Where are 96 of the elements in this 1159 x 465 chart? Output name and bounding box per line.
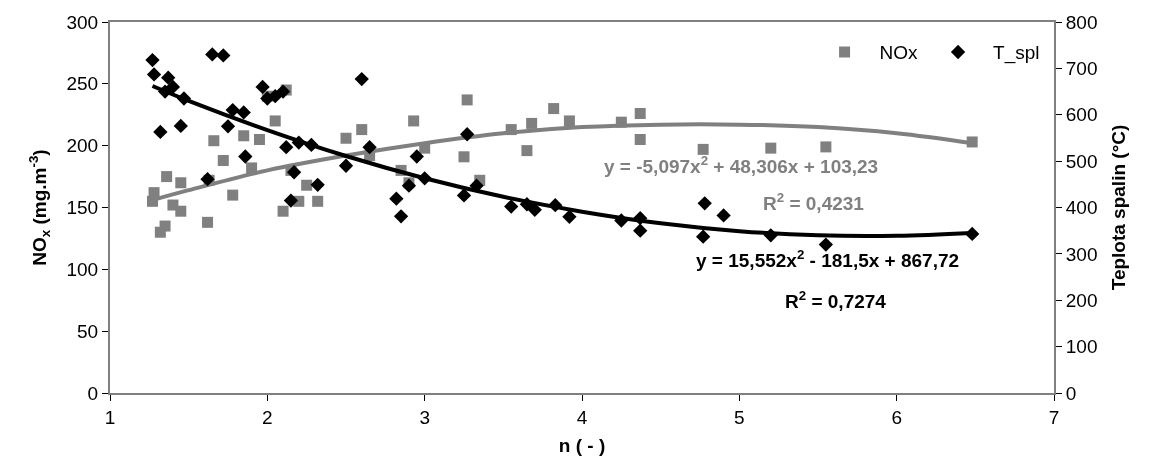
point bbox=[340, 132, 352, 144]
point bbox=[393, 209, 409, 224]
x-tick-label: 5 bbox=[734, 406, 745, 428]
y-tick-label: 150 bbox=[66, 197, 99, 219]
point bbox=[255, 79, 270, 95]
x-tick-label: 3 bbox=[419, 406, 430, 428]
point bbox=[526, 117, 538, 129]
x-tick-label: 2 bbox=[262, 406, 273, 428]
point bbox=[286, 165, 302, 180]
point bbox=[697, 143, 709, 155]
point bbox=[269, 115, 281, 127]
point bbox=[159, 220, 171, 232]
point bbox=[161, 171, 173, 183]
point bbox=[202, 216, 214, 228]
point bbox=[236, 105, 251, 120]
point bbox=[146, 67, 162, 82]
point bbox=[634, 133, 646, 145]
annotation: y = -5,097x$^{2}$ + 48,306x + 103,23 bbox=[604, 153, 879, 177]
point bbox=[563, 115, 575, 127]
y-tick-label: 300 bbox=[66, 11, 99, 33]
point bbox=[696, 229, 711, 244]
point bbox=[238, 149, 253, 164]
legend-label: T_spl bbox=[993, 42, 1040, 65]
point bbox=[310, 177, 325, 192]
point bbox=[238, 130, 250, 142]
point bbox=[312, 195, 324, 207]
y2-tick-label: 100 bbox=[1065, 336, 1098, 358]
point bbox=[227, 189, 239, 201]
y2-tick-label: 400 bbox=[1065, 197, 1098, 219]
point bbox=[165, 79, 181, 95]
point bbox=[268, 89, 283, 104]
point bbox=[205, 47, 220, 62]
point bbox=[220, 119, 236, 134]
point bbox=[175, 205, 187, 217]
y2-tick-label: 300 bbox=[1065, 243, 1098, 265]
point bbox=[716, 208, 731, 223]
annotation: R$^{2}$ = 0,7274 bbox=[785, 288, 887, 312]
y2-axis-title: Teplota spalin (°C) bbox=[1107, 124, 1129, 291]
y2-tick-label: 700 bbox=[1065, 58, 1098, 80]
point bbox=[408, 115, 420, 127]
point bbox=[401, 178, 417, 193]
point bbox=[216, 48, 231, 63]
y2-tick-label: 800 bbox=[1065, 11, 1098, 33]
point bbox=[161, 70, 176, 85]
x-tick-label: 6 bbox=[891, 406, 902, 428]
point bbox=[820, 141, 832, 153]
point bbox=[145, 52, 160, 68]
point bbox=[356, 124, 368, 136]
point bbox=[697, 196, 712, 211]
point bbox=[279, 140, 294, 155]
point bbox=[527, 202, 542, 217]
point bbox=[225, 102, 240, 118]
y2-tick-label: 600 bbox=[1065, 104, 1098, 126]
point bbox=[301, 179, 313, 191]
annotation: R$^{2}$ = 0,4231 bbox=[763, 190, 865, 214]
y-tick-label: 100 bbox=[66, 258, 99, 280]
point bbox=[253, 133, 265, 145]
y-tick-label: 200 bbox=[66, 135, 99, 157]
point bbox=[548, 103, 560, 115]
y-tick-label: 0 bbox=[87, 382, 99, 404]
point bbox=[818, 237, 834, 252]
point bbox=[634, 108, 646, 120]
point bbox=[153, 124, 168, 140]
point bbox=[461, 94, 473, 106]
y2-tick-label: 200 bbox=[1065, 289, 1098, 311]
y-tick-label: 250 bbox=[66, 73, 99, 95]
point bbox=[208, 135, 220, 147]
point bbox=[458, 151, 470, 163]
x-tick-label: 1 bbox=[104, 406, 116, 428]
legend-label: NOx bbox=[879, 42, 919, 64]
point bbox=[765, 142, 777, 154]
y-tick-label: 50 bbox=[77, 320, 99, 342]
x-tick-label: 4 bbox=[576, 406, 588, 428]
point bbox=[246, 162, 258, 174]
point bbox=[338, 158, 354, 173]
point bbox=[283, 193, 299, 208]
y2-tick-label: 0 bbox=[1065, 382, 1077, 404]
point bbox=[277, 205, 289, 217]
point bbox=[175, 177, 187, 189]
x-tick-label: 7 bbox=[1048, 406, 1060, 428]
point bbox=[409, 149, 424, 164]
point bbox=[389, 191, 404, 206]
point bbox=[633, 223, 648, 238]
x-axis-title: n ( - ) bbox=[558, 435, 606, 457]
y2-tick-label: 500 bbox=[1065, 150, 1098, 172]
point bbox=[521, 145, 533, 157]
point bbox=[504, 199, 519, 214]
annotation: y = 15,552x$^{2}$ - 181,5x + 867,72 bbox=[696, 247, 960, 271]
point bbox=[275, 84, 291, 99]
point bbox=[460, 127, 475, 142]
point bbox=[217, 155, 229, 167]
point bbox=[173, 118, 188, 134]
point bbox=[456, 188, 472, 203]
point bbox=[362, 140, 377, 155]
point bbox=[562, 209, 577, 224]
point bbox=[354, 71, 369, 87]
